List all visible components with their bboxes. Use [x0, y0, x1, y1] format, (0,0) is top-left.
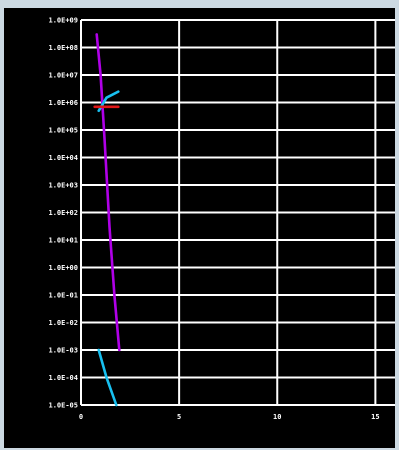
series-line-0 — [95, 33, 121, 352]
y-tick-label: 1.0E-04 — [48, 374, 78, 382]
y-tick-label: 1.0E+05 — [48, 127, 78, 135]
tick-label-layer: 1.0E+09 1.0E+08 1.0E+07 1.0E+06 1.0E+05 1.0E+… — [48, 17, 379, 422]
y-tick-label: 1.0E+02 — [48, 209, 78, 217]
chart-svg: 1.0E+09 1.0E+08 1.0E+07 1.0E+06 1.0E+05 1.0E+… — [48, 17, 395, 422]
x-tick-label: 5 — [177, 413, 181, 421]
y-tick-label: 1.0E-03 — [48, 347, 78, 355]
y-tick-label: 1.0E+00 — [48, 264, 78, 272]
y-tick-label: 1.0E-02 — [48, 319, 78, 327]
y-tick-label: 1.0E+04 — [48, 154, 78, 162]
grid-layer — [80, 19, 395, 406]
y-tick-label: 1.0E+03 — [48, 182, 78, 190]
series-line-1 — [97, 348, 118, 407]
x-tick-label: 10 — [273, 413, 281, 421]
y-tick-label: 1.0E-05 — [48, 402, 78, 410]
y-tick-label: 1.0E-01 — [48, 292, 78, 300]
series-layer — [93, 33, 121, 407]
y-tick-label: 1.0E+08 — [48, 44, 78, 52]
x-tick-label: 15 — [371, 413, 379, 421]
y-tick-label: 1.0E+09 — [48, 17, 78, 25]
x-tick-label: 0 — [79, 413, 83, 421]
y-tick-label: 1.0E+01 — [48, 237, 78, 245]
plot-window: 1.0E+09 1.0E+08 1.0E+07 1.0E+06 1.0E+05 1.0E+… — [4, 8, 395, 448]
y-tick-label: 1.0E+06 — [48, 99, 78, 107]
y-tick-label: 1.0E+07 — [48, 72, 78, 80]
